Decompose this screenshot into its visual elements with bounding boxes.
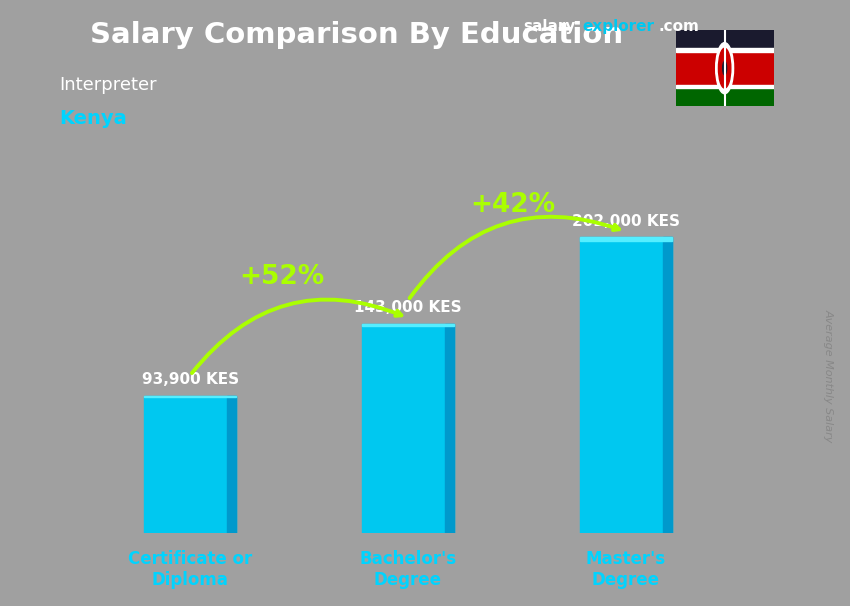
Text: 143,000 KES: 143,000 KES [354,300,462,315]
Text: +42%: +42% [470,192,555,218]
Text: Average Monthly Salary: Average Monthly Salary [824,309,834,442]
Text: Kenya: Kenya [60,109,128,128]
Text: Salary Comparison By Education: Salary Comparison By Education [90,21,624,49]
Ellipse shape [716,42,734,94]
Bar [676,30,774,49]
Ellipse shape [718,48,731,88]
Ellipse shape [722,62,727,75]
Bar [676,85,774,88]
Text: 93,900 KES: 93,900 KES [142,372,239,387]
Text: 202,000 KES: 202,000 KES [572,214,680,228]
Bar [663,238,672,533]
Bar [580,238,672,533]
Text: .com: .com [659,19,700,35]
Bar [227,396,236,533]
Bar [362,324,454,533]
Bar [676,87,774,106]
Bar [676,48,774,52]
Bar [144,396,236,533]
Bar [580,238,672,241]
Bar [445,324,454,533]
Text: explorer: explorer [582,19,654,35]
Text: salary: salary [523,19,575,35]
Text: Interpreter: Interpreter [60,76,157,94]
Bar [676,49,774,87]
Bar [144,396,236,398]
Text: +52%: +52% [239,264,325,290]
Bar [362,324,454,327]
